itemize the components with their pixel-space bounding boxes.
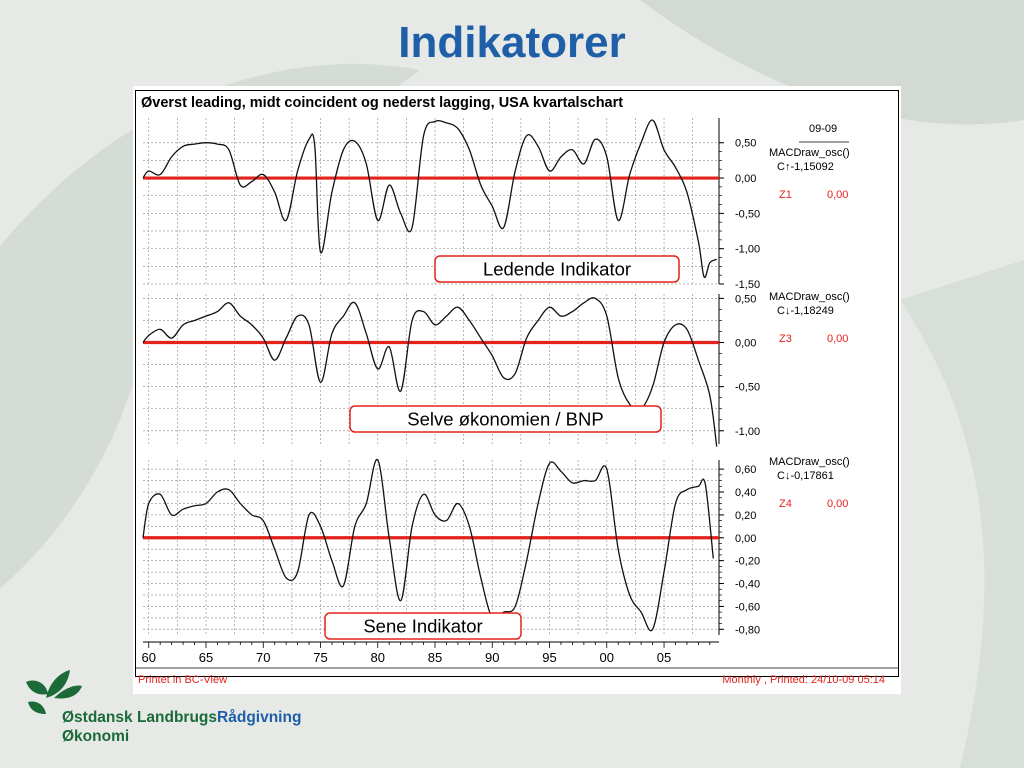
z-value: 0,00 [827,498,848,510]
y-tick-label: -0,20 [735,556,760,568]
y-tick-label: 0,00 [735,173,756,185]
company-name-part1: Østdansk Landbrugs [62,709,218,726]
x-tick-label: 95 [542,650,556,665]
y-tick-label: -1,00 [735,426,760,438]
x-tick-label: 80 [371,650,385,665]
company-name-line2: Økonomi [62,728,130,745]
chart-title: Øverst leading, midt coincident og neder… [141,95,623,111]
footer-right: Monthly , Printed: 24/10-09 05:14 [722,674,885,686]
company-name-part2: Rådgivning [217,709,302,726]
series-line-coincident [142,297,718,447]
y-tick-label: -1,00 [735,244,760,256]
slide-title: Indikatorer [398,18,626,67]
x-tick-label: 00 [600,650,614,665]
y-tick-label: -0,40 [735,579,760,591]
chart-background [133,86,901,694]
y-tick-label: -0,80 [735,624,760,636]
header-date: 09-09 [809,123,837,135]
y-tick-label: -1,50 [735,279,760,291]
indicator-value: C↓-0,17861 [777,470,834,482]
indicator-value: C↓-1,18249 [777,305,834,317]
annotation-box [324,612,522,640]
y-tick-label: -0,50 [735,382,760,394]
annotation-box [434,255,680,283]
company-name: Østdansk LandbrugsRådgivning Økonomi [62,708,301,746]
x-tick-label: 90 [485,650,499,665]
annotation-box [349,405,662,433]
x-tick-label: 65 [199,650,213,665]
x-tick-label: 60 [141,650,155,665]
indicator-name: MACDraw_osc() [769,456,850,468]
x-tick-label: 75 [313,650,327,665]
y-tick-label: 0,50 [735,293,756,305]
y-tick-label: 0,20 [735,510,756,522]
z-label: Z1 [779,189,792,201]
annotation-label: Ledende Indikator [483,259,631,280]
y-tick-label: 0,00 [735,533,756,545]
indicator-chart: Øverst leading, midt coincident og neder… [133,86,901,694]
annotation-label: Selve økonomien / BNP [407,409,603,430]
y-tick-label: 0,40 [735,487,756,499]
y-tick-label: 0,00 [735,338,756,350]
y-tick-label: 0,50 [735,138,756,150]
chart-frame [135,90,899,677]
x-tick-label: 05 [657,650,671,665]
annotation-label: Sene Indikator [363,616,482,637]
y-tick-label: -0,60 [735,601,760,613]
z-value: 0,00 [827,189,848,201]
x-tick-label: 85 [428,650,442,665]
z-label: Z3 [779,333,792,345]
indicator-name: MACDraw_osc() [769,147,850,159]
series-line-lagging [142,459,714,632]
indicator-value: C↑-1,15092 [777,161,834,173]
leaf-logo-icon [26,670,82,714]
footer-left: Printet in BC-View [138,674,227,686]
z-label: Z4 [779,498,792,510]
indicator-name: MACDraw_osc() [769,291,850,303]
x-tick-label: 70 [256,650,270,665]
y-tick-label: 0,60 [735,464,756,476]
y-tick-label: -0,50 [735,208,760,220]
z-value: 0,00 [827,333,848,345]
series-line-leading [142,119,718,279]
